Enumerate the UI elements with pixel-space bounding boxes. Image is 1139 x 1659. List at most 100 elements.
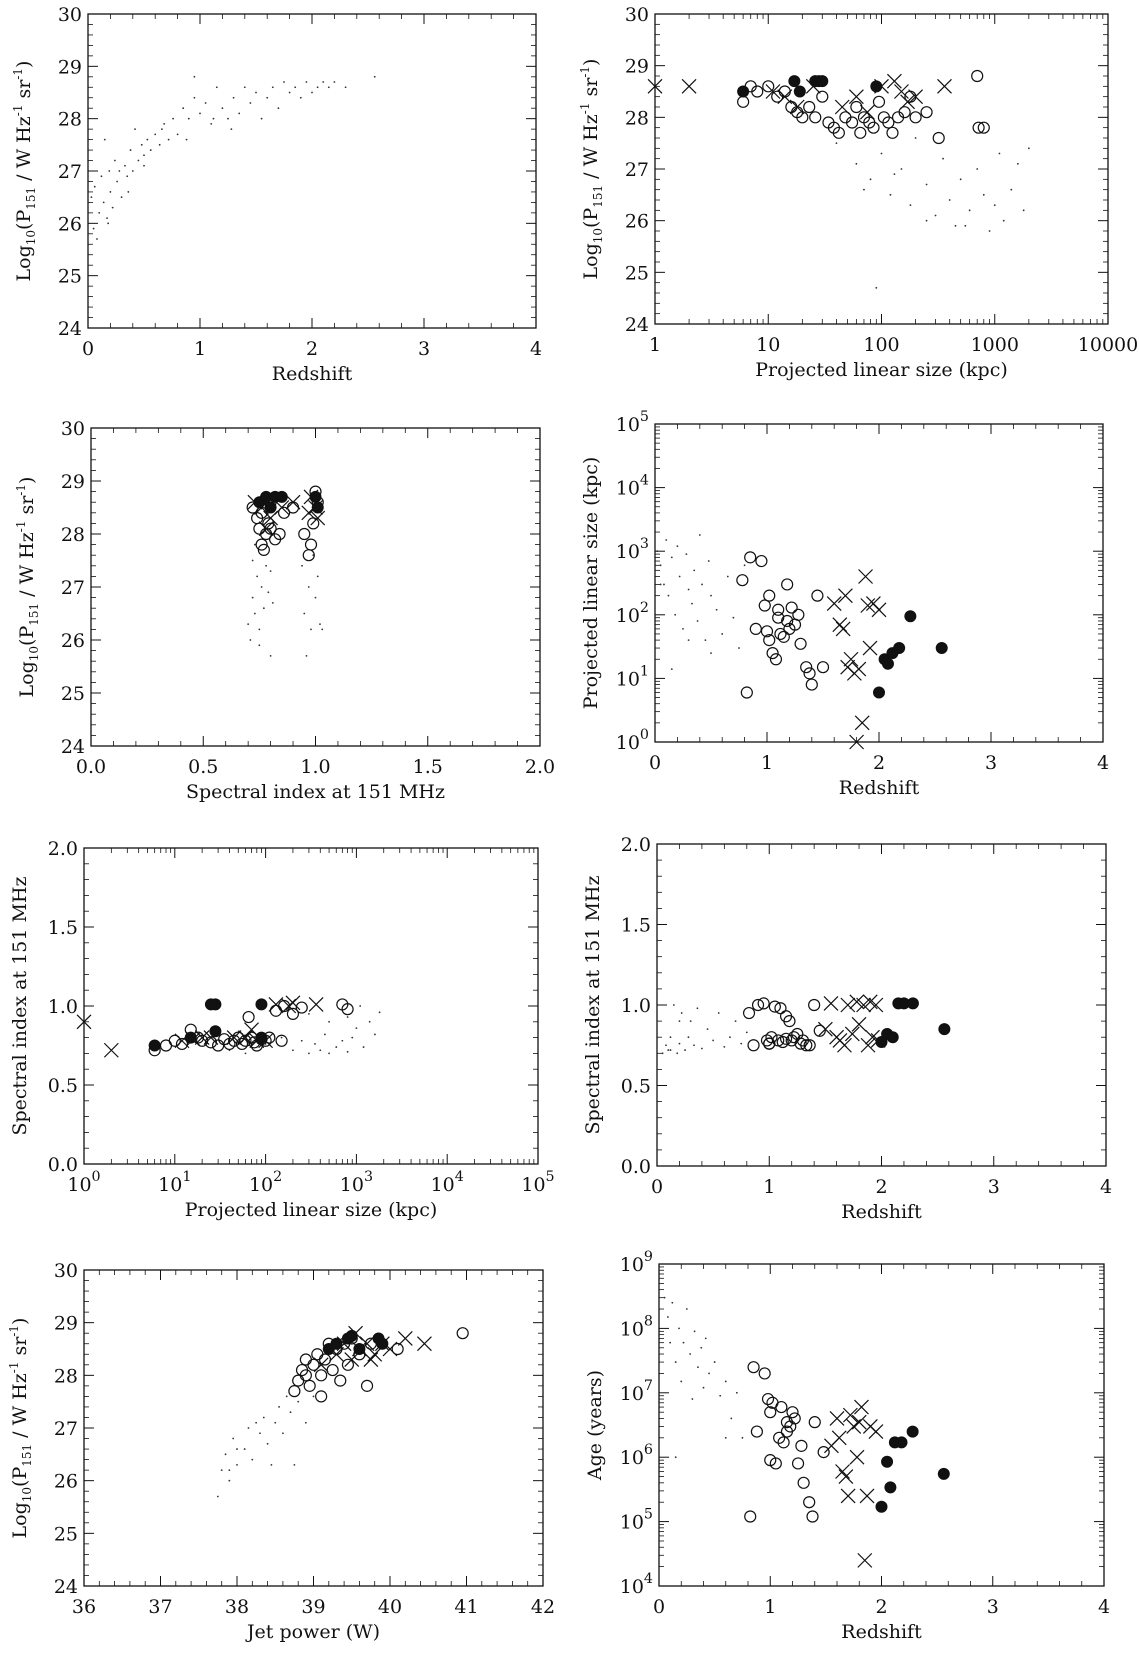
data-point-dot: [964, 224, 967, 227]
x-tick-label: 1000: [971, 334, 1019, 356]
data-point-filled-circle: [895, 1436, 908, 1449]
data-point-dot: [1010, 188, 1013, 191]
data-point-dot: [109, 191, 112, 193]
data-point-dot: [129, 149, 132, 151]
data-point-dot: [738, 647, 740, 649]
data-point-filled-circle: [309, 490, 322, 503]
series-dot: [835, 137, 1030, 289]
data-point-dot: [243, 86, 246, 89]
data-point-open-circle: [779, 1032, 793, 1045]
data-point-open-circle: [932, 131, 945, 145]
panel-4: 0 1 2 3 4 100 101 102 103 104 105 Redshift Projected…: [580, 409, 1109, 799]
data-point-dot: [322, 81, 325, 83]
data-point-dot: [294, 86, 297, 89]
data-point-dot: [98, 211, 101, 214]
data-point-open-circle: [783, 1014, 796, 1028]
data-point-dot: [656, 550, 659, 553]
data-point-filled-circle: [875, 1500, 888, 1513]
data-point-open-circle: [867, 121, 880, 134]
data-point-dot: [307, 586, 310, 588]
series-dot: [90, 75, 376, 240]
data-point-dot: [140, 143, 143, 146]
data-point-dot: [691, 602, 693, 605]
x-tick-label: 4: [1100, 1176, 1112, 1198]
y-tick-label: 30: [58, 4, 82, 26]
data-point-open-circle: [763, 589, 776, 602]
data-point-cross: [681, 78, 697, 94]
data-point-cross: [226, 1030, 242, 1046]
data-point-dot: [982, 193, 985, 196]
x-tick-label: 1: [194, 338, 206, 360]
data-point-dot: [665, 539, 668, 541]
data-point-dot: [149, 149, 152, 151]
data-point-dot: [324, 1033, 326, 1036]
data-point-dot: [259, 1432, 261, 1435]
data-point-cross: [829, 1411, 845, 1426]
plot-frame: [83, 1269, 544, 1587]
data-point-dot: [909, 204, 912, 207]
x-tick-label: 39: [301, 1596, 325, 1618]
data-point-open-circle: [972, 121, 985, 134]
data-point-open-circle: [766, 646, 779, 660]
data-point-open-circle: [909, 111, 922, 124]
y-tick-label: 1.5: [48, 917, 78, 939]
data-point-dot: [696, 1007, 699, 1010]
data-point-dot: [163, 123, 166, 125]
data-point-dot: [855, 162, 858, 165]
data-point-dot: [659, 583, 662, 586]
series-dot: [656, 534, 746, 671]
panel-5: 100 101 102 103 104 1050.00.51.01.52.0Project…: [9, 838, 555, 1221]
data-point-open-circle: [758, 599, 771, 612]
panel-3: 0.0 0.5 1.0 1.5 2.0 24 25 26 27 28 29 30 Spectral in…: [14, 418, 555, 803]
data-point-dot: [998, 152, 1001, 155]
data-point-cross: [859, 104, 875, 120]
data-point-dot: [672, 1004, 675, 1006]
data-point-filled-circle: [873, 686, 885, 699]
data-point-filled-circle: [264, 501, 277, 514]
x-tick-label: 105: [521, 1169, 554, 1196]
y-tick-label: 104: [616, 473, 649, 500]
data-point-dot: [712, 1039, 715, 1042]
series-filled-circle: [253, 490, 324, 514]
data-point-cross: [840, 997, 856, 1013]
plot-frame: [656, 843, 1107, 1167]
data-point-open-circle: [769, 1457, 782, 1470]
data-point-dot: [704, 1337, 707, 1340]
data-point-dot: [285, 1395, 288, 1398]
data-point-open-circle: [255, 538, 268, 551]
data-point-dot: [158, 143, 161, 146]
data-point-dot: [745, 1031, 748, 1034]
data-point-cross: [258, 521, 274, 537]
data-point-dot: [674, 613, 677, 616]
x-tick-label: 2: [875, 1596, 887, 1618]
data-point-cross: [835, 621, 851, 637]
series-cross: [817, 994, 886, 1053]
data-point-open-circle: [832, 126, 845, 139]
data-point-dot: [341, 1039, 344, 1042]
data-point-open-circle: [334, 1374, 347, 1387]
data-point-dot: [269, 570, 272, 572]
data-point-open-circle: [750, 1425, 764, 1438]
x-tick-label: 3: [988, 1176, 1000, 1198]
x-tick-label: 2.0: [525, 756, 555, 778]
data-point-dot: [875, 286, 878, 289]
x-tick-label: 103: [340, 1169, 373, 1196]
data-point-open-circle: [232, 1031, 245, 1044]
data-point-cross: [244, 1022, 259, 1038]
data-point-dot: [314, 596, 317, 599]
series-cross: [824, 1399, 884, 1568]
data-point-dot: [299, 96, 302, 99]
data-point-dot: [267, 591, 270, 594]
x-axis-label: Redshift: [272, 363, 353, 385]
data-point-dot: [258, 628, 261, 631]
data-point-dot: [669, 1049, 672, 1051]
data-point-dot: [270, 1463, 273, 1466]
data-point-open-circle: [785, 601, 798, 614]
data-point-dot: [678, 1042, 681, 1045]
data-point-dot: [103, 138, 106, 141]
data-point-dot: [328, 1020, 330, 1023]
x-tick-label: 37: [148, 1596, 172, 1618]
y-tick-label: 0.0: [48, 1154, 78, 1176]
data-point-dot: [243, 1448, 246, 1450]
data-point-cross: [849, 734, 865, 750]
